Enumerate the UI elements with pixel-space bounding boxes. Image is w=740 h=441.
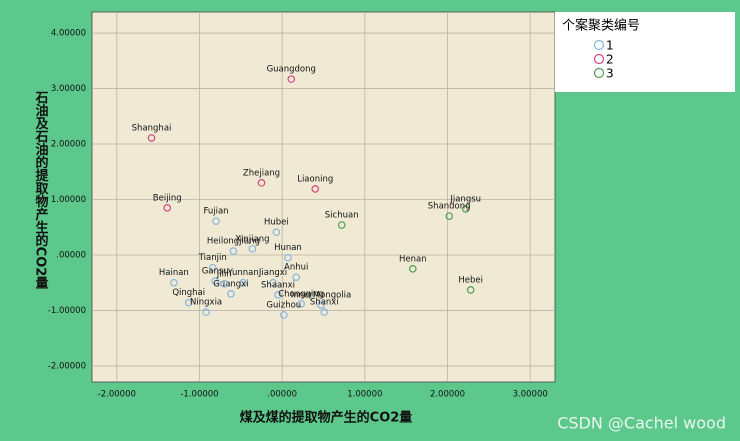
point [311,185,320,193]
point-label: Jiangsu [449,194,481,204]
point [248,245,257,253]
y-tick-label: 4.00000 [51,29,86,39]
point-label: Henan [399,254,427,264]
point-label: Gansu [202,267,229,277]
legend-marker [593,53,605,65]
x-tick-label: 3.00000 [513,390,548,400]
x-tick-label: -2.00000 [98,390,136,400]
legend-label: 3 [606,67,614,81]
point [337,221,346,229]
point-label: InnerMongolia [291,290,351,300]
x-tick-label: 2.00000 [430,390,465,400]
x-axis-title: 煤及煤的提取物产生的CO2量 [240,410,413,426]
y-tick-label: -2.00000 [48,361,86,371]
point-label: Xinjiang [235,234,269,244]
point-label: Anhui [284,263,308,273]
point-label: Beijing [153,193,182,203]
point-label: Hubei [264,218,289,228]
point-label: Sichuan [325,211,359,221]
point [284,253,292,262]
point [461,205,470,213]
legend-label: 1 [606,39,614,53]
point [220,280,229,288]
point [272,228,281,237]
x-tick-label: 1.00000 [347,390,382,400]
y-tick-label: -1.00000 [48,306,86,316]
legend-marker [593,39,605,51]
legend-marker [593,67,605,79]
y-tick-label: .00000 [56,250,86,260]
point [257,179,266,187]
x-tick-label: .00000 [267,390,297,400]
point-label: Shandong [428,202,471,212]
legend-label: 2 [606,53,614,67]
point [274,291,282,299]
point-label: Ningxia [190,298,222,308]
point [227,289,235,298]
x-tick-label: -1.00000 [180,390,218,400]
point [184,298,193,307]
point [287,75,296,83]
point-label: Zhejiang [243,168,280,178]
point [292,273,301,281]
point [408,265,417,273]
y-tick-label: 3.00000 [51,84,86,94]
point [208,263,217,272]
point [280,311,288,319]
point [212,217,220,225]
point-label: Jiangxi [258,268,287,278]
point [163,204,172,212]
y-axis-title: 石油及石油的提取物产生的CO2量 [33,91,50,291]
point-label: Guangdong [267,65,316,75]
point-label: Hunan [274,243,302,253]
point [229,247,238,255]
point [202,308,210,316]
point-label: Fujian [203,207,228,217]
y-tick-label: 2.00000 [51,140,86,150]
point [466,286,475,294]
point-label: Tianjin [198,253,227,263]
point-label: Qinghai [172,288,205,298]
point-label: Yunnan [227,268,259,278]
point [147,134,156,142]
plot-area [91,11,556,383]
point-label: Hebei [458,275,483,285]
point [317,301,325,309]
point-label: Heilongjiang [207,237,260,247]
legend-title: 个案聚类编号 [562,19,640,34]
point [445,212,453,220]
point [297,299,305,308]
point-label: Shanghai [132,123,172,133]
point-label: Chongqing [278,289,324,299]
point [320,308,329,316]
point [170,278,178,287]
legend [555,12,735,92]
point [239,278,248,287]
point [269,278,277,287]
point-label: Shanxi [310,298,339,308]
point-label: Shaanxi [261,280,295,290]
point-label: Hainan [159,268,189,278]
point-label: Liaoning [297,174,333,184]
point-label: Guangxi [213,279,248,289]
watermark: CSDN @Cachel wood [557,414,726,433]
point-label: Guizhou [266,300,301,310]
point [211,277,219,285]
y-tick-label: 1.00000 [51,195,86,205]
point-label: Jilin [216,269,232,279]
